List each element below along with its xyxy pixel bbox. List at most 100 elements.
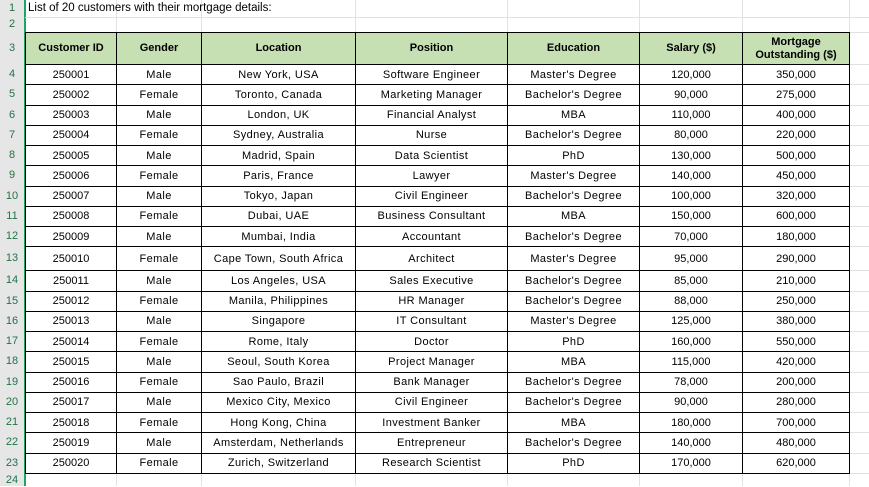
- table-cell[interactable]: 250017: [25, 391, 117, 414]
- table-cell[interactable]: 250016: [25, 371, 117, 393]
- table-cell[interactable]: 180,000: [639, 411, 743, 434]
- row-number[interactable]: 20: [5, 395, 19, 408]
- table-cell[interactable]: Female: [116, 290, 202, 312]
- table-cell[interactable]: Tokyo, Japan: [201, 185, 356, 207]
- table-cell[interactable]: Amsterdam, Netherlands: [201, 432, 356, 454]
- table-cell[interactable]: Hong Kong, China: [201, 411, 356, 434]
- table-cell[interactable]: Bachelor's Degree: [507, 225, 640, 248]
- table-cell[interactable]: 380,000: [742, 310, 850, 333]
- column-header[interactable]: Customer ID: [25, 32, 117, 65]
- row-number[interactable]: 15: [5, 294, 19, 307]
- row-number[interactable]: 11: [6, 209, 18, 222]
- table-cell[interactable]: 90,000: [639, 391, 743, 414]
- table-cell[interactable]: Female: [116, 246, 202, 272]
- table-cell[interactable]: IT Consultant: [355, 310, 508, 333]
- table-cell[interactable]: London, UK: [201, 104, 356, 126]
- table-cell[interactable]: Marketing Manager: [355, 84, 508, 106]
- row-number[interactable]: 13: [5, 252, 19, 265]
- row-number[interactable]: 6: [8, 108, 16, 121]
- table-cell[interactable]: Master's Degree: [507, 63, 640, 86]
- table-cell[interactable]: Entrepreneur: [355, 432, 508, 454]
- row-number[interactable]: 8: [8, 149, 16, 161]
- table-cell[interactable]: 170,000: [639, 452, 743, 474]
- table-cell[interactable]: Madrid, Spain: [201, 144, 356, 167]
- row-number[interactable]: 14: [5, 274, 19, 287]
- table-cell[interactable]: 350,000: [742, 63, 850, 86]
- row-number[interactable]: 9: [8, 169, 16, 182]
- table-cell[interactable]: Female: [116, 205, 202, 228]
- row-number[interactable]: 16: [5, 314, 19, 327]
- table-cell[interactable]: MBA: [507, 205, 640, 228]
- table-cell[interactable]: 250009: [25, 225, 117, 248]
- row-number[interactable]: 12: [5, 230, 19, 242]
- table-cell[interactable]: Paris, France: [201, 165, 356, 187]
- table-cell[interactable]: 620,000: [742, 452, 850, 474]
- table-cell[interactable]: 250013: [25, 310, 117, 333]
- table-cell[interactable]: Investment Banker: [355, 411, 508, 434]
- table-cell[interactable]: 140,000: [639, 432, 743, 454]
- column-header[interactable]: Location: [201, 32, 356, 65]
- table-cell[interactable]: 210,000: [742, 270, 850, 292]
- table-cell[interactable]: 250018: [25, 411, 117, 434]
- table-cell[interactable]: Data Scientist: [355, 144, 508, 167]
- table-cell[interactable]: New York, USA: [201, 63, 356, 86]
- row-number[interactable]: 19: [5, 375, 19, 388]
- table-cell[interactable]: Master's Degree: [507, 246, 640, 272]
- row-number[interactable]: 17: [5, 335, 19, 347]
- table-cell[interactable]: 250015: [25, 351, 117, 373]
- table-cell[interactable]: Bachelor's Degree: [507, 185, 640, 207]
- table-cell[interactable]: Mumbai, India: [201, 225, 356, 248]
- table-cell[interactable]: 140,000: [639, 165, 743, 187]
- row-number[interactable]: 23: [5, 456, 19, 469]
- table-cell[interactable]: Software Engineer: [355, 63, 508, 86]
- row-number[interactable]: 22: [5, 436, 19, 449]
- row-number[interactable]: 18: [5, 355, 19, 368]
- table-cell[interactable]: 500,000: [742, 144, 850, 167]
- table-cell[interactable]: MBA: [507, 351, 640, 373]
- table-cell[interactable]: 220,000: [742, 124, 850, 147]
- table-cell[interactable]: 320,000: [742, 185, 850, 207]
- table-cell[interactable]: 250011: [25, 270, 117, 292]
- table-cell[interactable]: 250002: [25, 84, 117, 106]
- table-cell[interactable]: Female: [116, 371, 202, 393]
- table-cell[interactable]: 78,000: [639, 371, 743, 393]
- table-cell[interactable]: Dubai, UAE: [201, 205, 356, 228]
- table-cell[interactable]: Male: [116, 63, 202, 86]
- table-cell[interactable]: Master's Degree: [507, 165, 640, 187]
- table-cell[interactable]: Toronto, Canada: [201, 84, 356, 106]
- row-number[interactable]: 4: [8, 68, 16, 80]
- table-cell[interactable]: 250020: [25, 452, 117, 474]
- table-cell[interactable]: 70,000: [639, 225, 743, 248]
- table-cell[interactable]: Manila, Philippines: [201, 290, 356, 312]
- table-cell[interactable]: 125,000: [639, 310, 743, 333]
- row-number[interactable]: 5: [8, 88, 16, 101]
- row-number[interactable]: 21: [5, 416, 19, 428]
- table-cell[interactable]: 250014: [25, 330, 117, 353]
- table-cell[interactable]: 88,000: [639, 290, 743, 312]
- table-cell[interactable]: Bank Manager: [355, 371, 508, 393]
- table-cell[interactable]: Female: [116, 330, 202, 353]
- table-cell[interactable]: Female: [116, 411, 202, 434]
- table-cell[interactable]: 110,000: [639, 104, 743, 126]
- table-cell[interactable]: Rome, Italy: [201, 330, 356, 353]
- table-cell[interactable]: 450,000: [742, 165, 850, 187]
- table-cell[interactable]: Sao Paulo, Brazil: [201, 371, 356, 393]
- row-number[interactable]: 24: [5, 473, 19, 486]
- table-cell[interactable]: Financial Analyst: [355, 104, 508, 126]
- table-cell[interactable]: Business Consultant: [355, 205, 508, 228]
- table-cell[interactable]: 180,000: [742, 225, 850, 248]
- table-cell[interactable]: 250007: [25, 185, 117, 207]
- table-cell[interactable]: 160,000: [639, 330, 743, 353]
- table-cell[interactable]: 480,000: [742, 432, 850, 454]
- table-cell[interactable]: 150,000: [639, 205, 743, 228]
- table-cell[interactable]: 250010: [25, 246, 117, 272]
- table-cell[interactable]: 250005: [25, 144, 117, 167]
- table-cell[interactable]: Cape Town, South Africa: [201, 246, 356, 272]
- table-cell[interactable]: Male: [116, 310, 202, 333]
- table-cell[interactable]: 700,000: [742, 411, 850, 434]
- table-cell[interactable]: Bachelor's Degree: [507, 290, 640, 312]
- table-cell[interactable]: Male: [116, 351, 202, 373]
- table-cell[interactable]: Bachelor's Degree: [507, 432, 640, 454]
- table-cell[interactable]: Male: [116, 225, 202, 248]
- table-cell[interactable]: PhD: [507, 452, 640, 474]
